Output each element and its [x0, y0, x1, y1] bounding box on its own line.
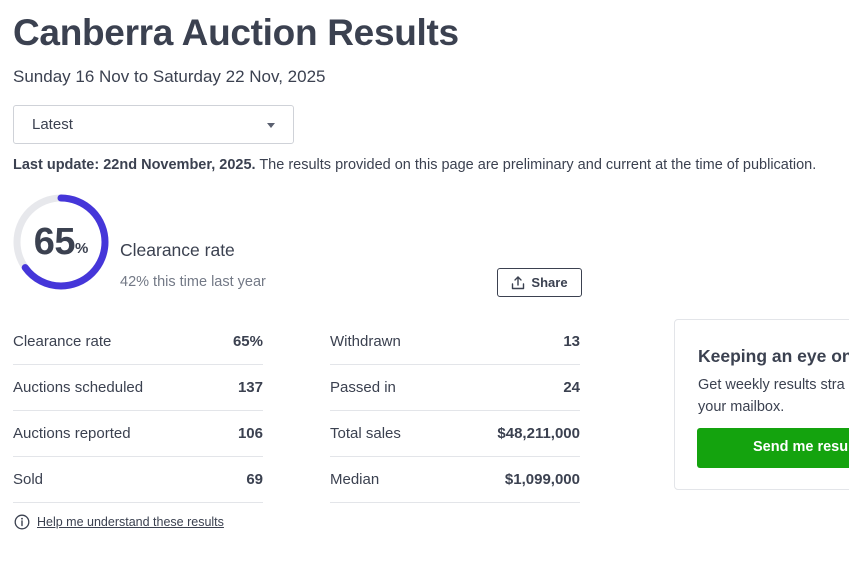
- newsletter-title: Keeping an eye on: [698, 346, 849, 366]
- clearance-rate-label: Clearance rate: [120, 240, 235, 260]
- stat-label: Total sales: [330, 425, 401, 442]
- newsletter-line-2: your mailbox.: [698, 399, 785, 415]
- last-year-comparison: 42% this time last year: [120, 274, 266, 290]
- stats-table-left: Clearance rate 65% Auctions scheduled 137 …: [13, 319, 263, 503]
- period-select-value: Latest: [32, 116, 73, 133]
- stat-label: Passed in: [330, 379, 396, 396]
- stat-row: Clearance rate 65%: [13, 319, 263, 365]
- stat-label: Clearance rate: [13, 333, 112, 350]
- stats-table-right: Withdrawn 13 Passed in 24 Total sales $48,2…: [330, 319, 580, 503]
- last-update-note: Last update: 22nd November, 2025. The re…: [13, 157, 816, 173]
- clearance-rate-figure: 65%: [12, 193, 110, 291]
- stat-row: Median $1,099,000: [330, 457, 580, 503]
- help-link-row[interactable]: Help me understand these results: [14, 514, 224, 530]
- percent-sign: %: [74, 239, 89, 257]
- stat-value: 13: [563, 333, 580, 350]
- period-select[interactable]: Latest: [13, 105, 294, 144]
- stat-label: Median: [330, 471, 380, 488]
- stat-value: 137: [237, 379, 263, 396]
- newsletter-line-1: Get weekly results stra: [698, 377, 845, 393]
- help-understand-link[interactable]: Help me understand these results: [37, 515, 224, 529]
- stat-row: Withdrawn 13: [330, 319, 580, 365]
- stat-value: $1,099,000: [504, 471, 580, 488]
- last-update-text: The results provided on this page are pr…: [255, 157, 817, 173]
- date-range: Sunday 16 Nov to Saturday 22 Nov, 2025: [13, 67, 326, 86]
- clearance-rate-number: 65: [33, 220, 76, 263]
- stat-row: Sold 69: [13, 457, 263, 503]
- stat-value: 69: [246, 471, 263, 488]
- stat-value: $48,211,000: [497, 425, 580, 442]
- stat-value: 65%: [232, 333, 263, 350]
- share-button[interactable]: Share: [497, 268, 582, 297]
- stat-row: Passed in 24: [330, 365, 580, 411]
- ring-progress: [13, 194, 109, 290]
- page-title: Canberra Auction Results: [13, 12, 459, 53]
- stat-row: Auctions reported 106: [13, 411, 263, 457]
- clearance-rate-ring: [13, 194, 109, 290]
- stat-value: 24: [563, 379, 580, 396]
- stat-row: Auctions scheduled 137: [13, 365, 263, 411]
- last-update-label: Last update: 22nd November, 2025.: [13, 157, 256, 173]
- stat-row: Total sales $48,211,000: [330, 411, 580, 457]
- chevron-down-icon: [267, 123, 275, 128]
- stat-value: 106: [237, 425, 263, 442]
- stat-label: Sold: [13, 471, 44, 488]
- send-me-results-button[interactable]: Send me resul: [697, 428, 849, 468]
- stat-label: Withdrawn: [330, 333, 401, 350]
- newsletter-card: Keeping an eye on Get weekly results str…: [674, 319, 849, 490]
- stat-label: Auctions scheduled: [13, 379, 144, 396]
- info-icon: [14, 514, 30, 530]
- share-label: Share: [531, 275, 568, 290]
- share-icon: [512, 275, 525, 289]
- send-me-results-label: Send me resul: [753, 439, 849, 455]
- newsletter-description: Get weekly results stra your mailbox.: [698, 374, 849, 418]
- stat-label: Auctions reported: [13, 425, 131, 442]
